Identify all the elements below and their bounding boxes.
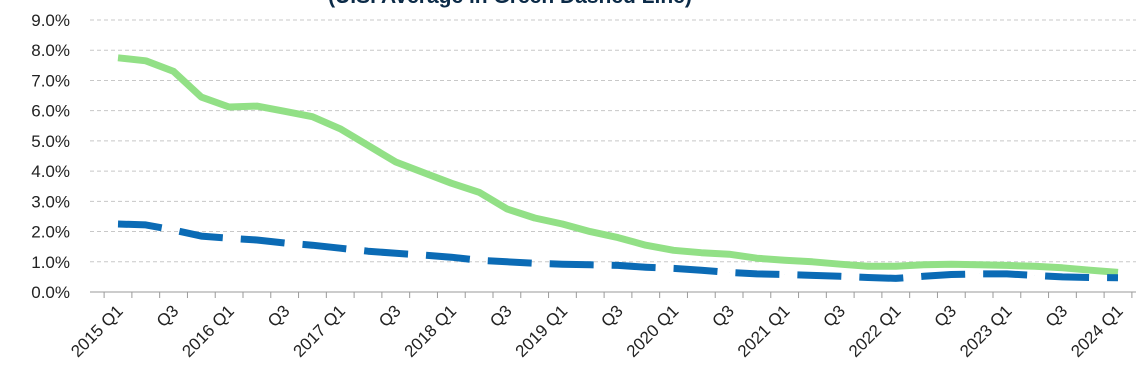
axes	[90, 291, 1136, 298]
x-tick-label: 2018 Q1	[401, 301, 461, 361]
y-tick-label: 1.0%	[31, 253, 70, 272]
y-axis-ticks: 0.0% 1.0% 2.0% 3.0% 4.0% 5.0% 6.0% 7.0% 8.0% 9.0%	[31, 11, 70, 302]
x-tick-label: Q3	[375, 301, 404, 330]
y-tick-label: 0.0%	[31, 283, 70, 302]
x-tick-label: 2017 Q1	[289, 301, 349, 361]
x-tick-label: 2022 Q1	[845, 301, 905, 361]
x-tick-label: Q3	[153, 301, 182, 330]
series-lines	[117, 54, 1119, 282]
y-tick-label: 6.0%	[31, 102, 70, 121]
y-tick-label: 7.0%	[31, 71, 70, 90]
y-tick-label: 3.0%	[31, 192, 70, 211]
y-tick-label: 5.0%	[31, 132, 70, 151]
y-tick-label: 4.0%	[31, 162, 70, 181]
x-tick-label: 2019 Q1	[512, 301, 572, 361]
x-tick-label: Q3	[486, 301, 515, 330]
x-tick-label: 2023 Q1	[956, 301, 1016, 361]
x-tick-label: Q3	[264, 301, 293, 330]
chart-title: (U.S. Average in Green Dashed Line)	[328, 0, 692, 8]
y-tick-label: 2.0%	[31, 223, 70, 242]
x-tick-label: 2024 Q1	[1067, 301, 1127, 361]
y-tick-label: 9.0%	[31, 11, 70, 30]
y-tick-label: 8.0%	[31, 41, 70, 60]
x-tick-label: Q3	[597, 301, 626, 330]
x-tick-label: 2021 Q1	[734, 301, 794, 361]
x-tick-label: 2015 Q1	[67, 301, 127, 361]
x-tick-label: Q3	[1042, 301, 1071, 330]
series-line-2	[117, 220, 1119, 282]
x-tick-label: Q3	[931, 301, 960, 330]
x-tick-label: Q3	[820, 301, 849, 330]
gridlines	[90, 19, 1136, 263]
x-tick-label: 2016 Q1	[178, 301, 238, 361]
x-tick-label: 2020 Q1	[623, 301, 683, 361]
x-tick-label: Q3	[708, 301, 737, 330]
